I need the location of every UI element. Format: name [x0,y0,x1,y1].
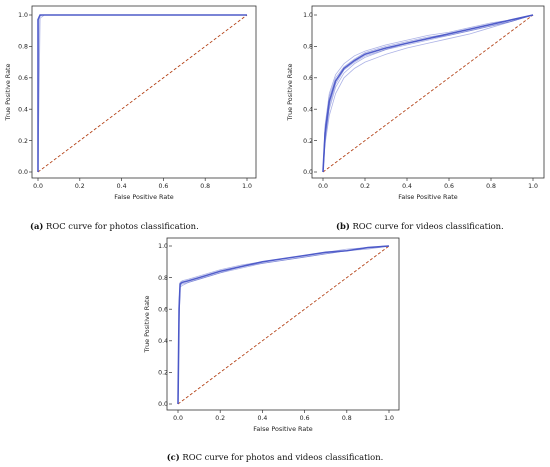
plot-frame-c [166,237,400,411]
caption-letter-a: (a) [30,221,43,231]
caption-b: (b) ROC curve for videos classification. [336,221,504,231]
roc-curve-b-1 [322,14,534,173]
y-tick-label: 0.2 [303,138,313,145]
caption-text-b: ROC curve for videos classification. [352,221,503,231]
x-tick-label: 1.0 [384,415,394,422]
chance-diagonal-b [322,14,534,173]
caption-letter-b: (b) [336,221,350,231]
y-axis-label-a: True Positive Rate [4,63,12,121]
y-tick-label: 0.4 [158,338,168,345]
x-tick-label: 0.0 [318,183,328,190]
y-tick-label: 0.8 [18,44,28,51]
x-axis-label-b: False Positive Rate [398,193,457,201]
x-tick-label: 0.2 [215,415,225,422]
y-tick-label: 0.4 [303,106,313,113]
caption-text-c: ROC curve for photos and videos classifi… [182,452,383,462]
roc-curve-c-2 [177,245,390,405]
roc-curve-b-2 [322,14,534,173]
y-tick-label: 0.8 [303,44,313,51]
x-tick-label: 0.6 [300,415,310,422]
y-tick-label: 0.0 [18,169,28,176]
y-tick-label: 0.0 [158,401,168,408]
x-tick-label: 0.6 [444,183,454,190]
chance-diagonal-c [177,245,390,405]
y-tick-label: 0.6 [18,75,28,82]
x-tick-label: 1.0 [528,183,538,190]
y-tick-label: 0.0 [303,169,313,176]
roc-curve-c-1 [177,245,390,405]
y-tick-label: 1.0 [18,12,28,19]
x-tick-label: 0.4 [257,415,267,422]
x-tick-label: 0.8 [342,415,352,422]
y-tick-label: 0.6 [303,75,313,82]
y-axis-label-c: True Positive Rate [143,295,151,353]
y-axis-label-b: True Positive Rate [286,63,294,121]
caption-letter-c: (c) [167,452,180,462]
y-tick-label: 0.2 [18,138,28,145]
x-tick-label: 0.0 [33,183,43,190]
y-tick-label: 0.6 [158,306,168,313]
roc-curve-c-4 [177,245,390,405]
panel-a: 0.0 0.0 0.2 0.2 0.4 0.4 0.6 0.6 0.8 0.8 1.0 1.0 Fal… [4,5,257,231]
panel-b: 0.0 0.0 0.2 0.2 0.4 0.4 0.6 0.6 0.8 0.8 1.0 1.0 Fal… [286,5,545,231]
roc-curve-b-5 [322,14,534,173]
x-tick-label: 0.6 [158,183,168,190]
roc-curve-b-4 [322,14,534,173]
roc-curve-c-3 [177,245,390,405]
roc-curve-a-3 [37,14,247,173]
x-tick-label: 0.2 [360,183,370,190]
x-tick-label: 0.4 [117,183,127,190]
x-tick-label: 0.0 [173,415,183,422]
roc-curve-a-1 [37,14,247,172]
y-tick-label: 0.2 [158,370,168,377]
plot-frame-a [31,5,257,179]
y-tick-label: 0.8 [158,275,168,282]
x-axis-label-a: False Positive Rate [114,193,173,201]
x-axis-label-c: False Positive Rate [253,425,312,433]
caption-text-a: ROC curve for photos classification. [46,221,199,231]
caption-c: (c) ROC curve for photos and videos clas… [167,452,384,462]
chance-diagonal-a [37,14,248,173]
panel-c: 0.0 0.0 0.2 0.2 0.4 0.4 0.6 0.6 0.8 0.8 1.0 1.0 Fal… [143,237,400,462]
x-tick-label: 0.8 [200,183,210,190]
roc-curve-b-3 [322,14,534,173]
x-tick-label: 0.4 [402,183,412,190]
y-tick-label: 1.0 [303,12,313,19]
x-tick-label: 0.2 [75,183,85,190]
caption-a: (a) ROC curve for photos classification. [30,221,199,231]
x-tick-label: 0.8 [486,183,496,190]
y-tick-label: 0.4 [18,106,28,113]
plot-frame-b [311,5,545,179]
roc-curve-b-6 [322,14,534,173]
x-tick-label: 1.0 [242,183,252,190]
roc-curve-a-2 [37,14,247,173]
y-tick-label: 1.0 [158,243,168,250]
